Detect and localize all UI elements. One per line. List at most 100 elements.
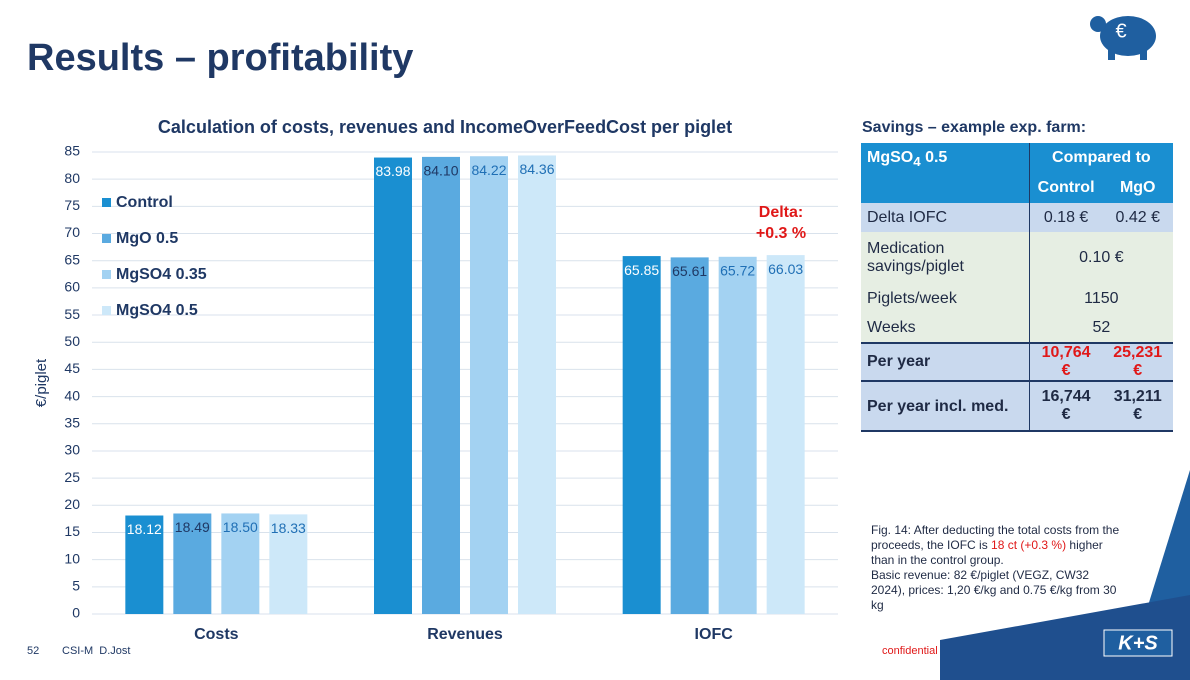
bar: [221, 513, 260, 614]
cell-text: 4: [913, 154, 921, 170]
cell-text: MgSO: [867, 149, 914, 166]
y-tick-label: 10: [64, 550, 80, 566]
logo-box: [1103, 629, 1173, 657]
y-tick-label: 15: [64, 523, 80, 539]
savings-table: MgSO4 0.5 Compared to Control MgO Delta …: [861, 143, 1173, 432]
bar: [422, 156, 460, 614]
y-tick-label: 70: [64, 224, 80, 240]
value-label: 18.50: [223, 519, 258, 535]
y-tick-label: 25: [64, 469, 80, 485]
y-tick-label: 50: [64, 333, 80, 349]
header-cell: Control: [1029, 173, 1103, 203]
caption-text: Fig. 14: After deducting the total costs…: [871, 523, 1120, 552]
bar: [173, 513, 212, 614]
y-tick-label: 80: [64, 170, 80, 186]
row-label: Weeks: [861, 313, 1030, 343]
value-label: 84.36: [519, 161, 554, 177]
caption-text: Basic revenue: 82 €/piglet (VEGZ, CW32 2…: [871, 568, 1117, 612]
y-tick-label: 55: [64, 306, 80, 322]
table-row: Delta IOFC 0.18 € 0.42 €: [861, 203, 1173, 232]
bar: [718, 256, 757, 614]
annotation: Delta:: [759, 204, 803, 221]
row-label: Per year: [861, 342, 1030, 381]
cell: 0.18 €: [1029, 203, 1103, 232]
y-tick-label: 35: [64, 414, 80, 430]
y-axis-label: €/piglet: [33, 358, 50, 407]
cell: 10,764 €: [1029, 342, 1103, 381]
value-label: 18.33: [271, 520, 306, 536]
row-label: Piglets/week: [861, 284, 1030, 313]
table-row: Weeks 52: [861, 313, 1173, 343]
deco: [940, 595, 1190, 680]
x-tick-label: IOFC: [695, 626, 734, 643]
y-tick-label: 85: [64, 143, 80, 159]
legend-swatch: [102, 270, 111, 279]
y-tick-label: 60: [64, 279, 80, 295]
y-tick-label: 45: [64, 360, 80, 376]
logo: K+S: [1118, 632, 1158, 654]
y-tick-label: 30: [64, 442, 80, 458]
caption-text: higher than in the control group.: [871, 538, 1103, 567]
cell: 0.42 €: [1102, 203, 1173, 232]
pig-icon: [1140, 50, 1147, 60]
annotation: +0.3 %: [756, 225, 806, 242]
pig-icon: [1090, 16, 1106, 32]
row-label: Per year incl. med.: [861, 380, 1030, 432]
confidential: confidential: [882, 645, 938, 657]
cell: 16,744 €: [1029, 380, 1103, 432]
table-title: Savings – example exp. farm:: [862, 119, 1086, 136]
table-row: Medication savings/piglet 0.10 €: [861, 232, 1173, 284]
value-label: 66.03: [768, 261, 803, 277]
header-cell: Compared to: [1029, 143, 1173, 173]
value-label: 84.10: [423, 163, 458, 179]
value-label: 18.12: [127, 521, 162, 537]
pig-icon-text: €: [1115, 20, 1126, 42]
legend-label: MgO 0.5: [116, 230, 178, 247]
cell: 1150: [1029, 284, 1173, 313]
figure-caption: Fig. 14: After deducting the total costs…: [871, 523, 1121, 613]
y-tick-label: 5: [72, 578, 80, 594]
bar: [670, 257, 709, 614]
table-row: Per year 10,764 € 25,231 €: [861, 342, 1173, 381]
row-label: Medication savings/piglet: [861, 232, 1030, 284]
legend-swatch: [102, 198, 111, 207]
x-tick-label: Revenues: [427, 626, 503, 643]
pig-icon: [1100, 16, 1156, 56]
y-tick-label: 0: [72, 605, 80, 621]
table-header: Control MgO: [861, 173, 1173, 203]
legend-swatch: [102, 306, 111, 315]
bar: [125, 515, 164, 614]
bar: [269, 514, 308, 614]
legend-swatch: [102, 234, 111, 243]
chart-title: Calculation of costs, revenues and Incom…: [158, 117, 732, 137]
header-cell: MgO: [1102, 173, 1173, 203]
cell: 31,211 €: [1102, 380, 1173, 432]
cell-text: 0.5: [920, 149, 948, 166]
legend-label: MgSO4 0.5: [116, 302, 198, 319]
slide-title: Results – profitability: [27, 37, 413, 79]
y-tick-label: 40: [64, 387, 80, 403]
author: CSI-M D.Jost: [62, 645, 130, 657]
cell: 0.10 €: [1029, 232, 1173, 284]
bar: [622, 256, 661, 614]
row-label: Delta IOFC: [861, 203, 1030, 232]
value-label: 65.85: [624, 262, 659, 278]
bar: [518, 155, 556, 615]
legend-label: Control: [116, 194, 173, 211]
bar: [470, 156, 508, 614]
cell: 52: [1029, 313, 1173, 343]
y-tick-label: 65: [64, 251, 80, 267]
bar: [766, 255, 805, 614]
y-tick-label: 75: [64, 197, 80, 213]
x-tick-label: Costs: [194, 626, 239, 643]
table-header: MgSO4 0.5 Compared to: [861, 143, 1173, 203]
page-number: 52: [27, 645, 39, 657]
caption-highlight: 18 ct (+0.3 %): [991, 538, 1067, 552]
legend-label: MgSO4 0.35: [116, 266, 207, 283]
bar: [374, 157, 412, 614]
table-row: Piglets/week 1150: [861, 284, 1173, 313]
pig-icon: [1108, 50, 1115, 60]
